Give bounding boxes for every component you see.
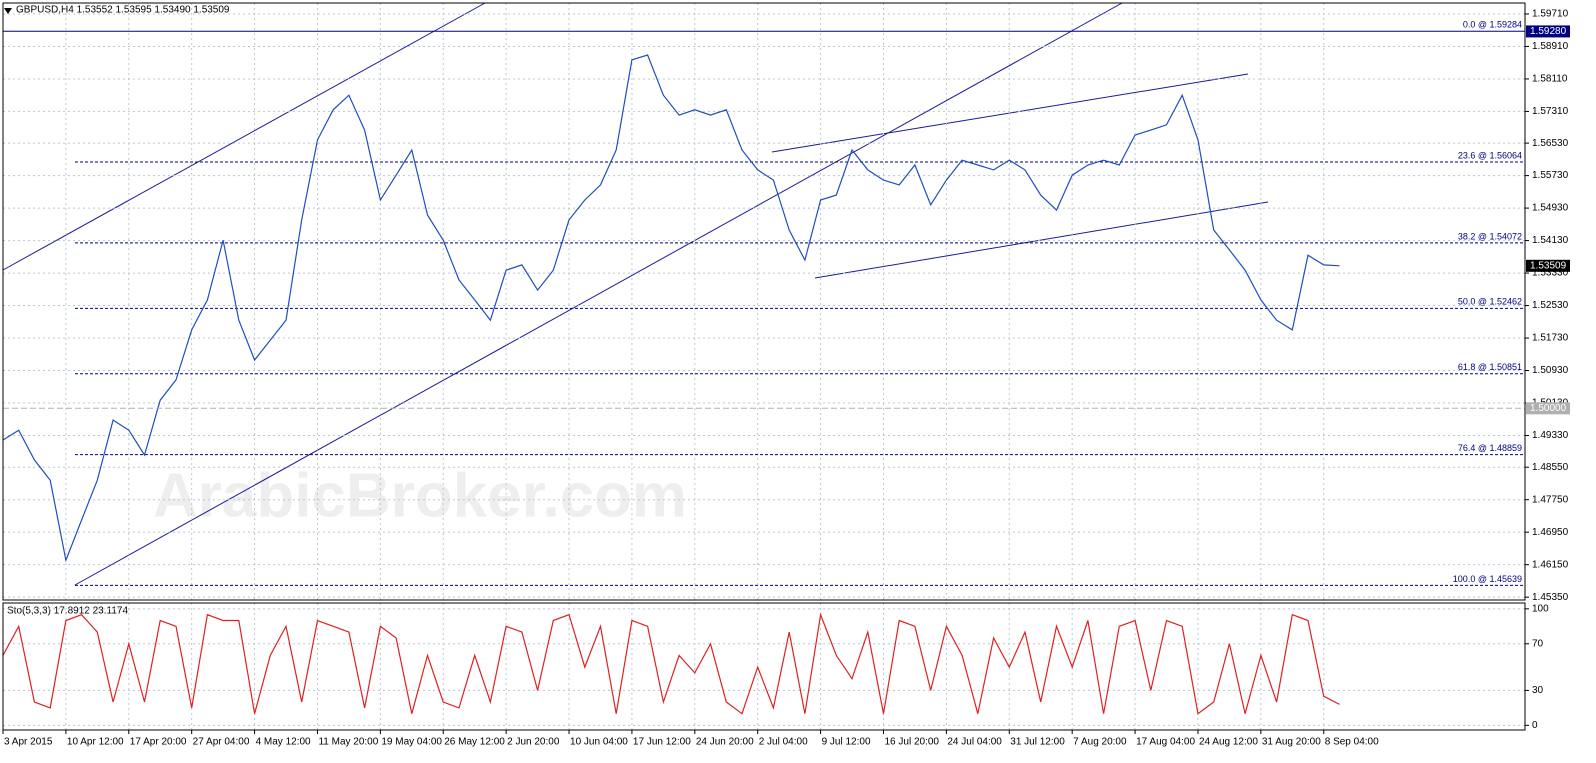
y-tick-label: 1.59710 [1532, 9, 1569, 20]
x-tick-label: 8 Sep 04:00 [1325, 737, 1379, 748]
y-tick-label: 1.55730 [1532, 170, 1569, 181]
trend-line [771, 73, 1249, 153]
x-tick-label: 10 Jun 04:00 [570, 737, 628, 748]
price-marker-label: 1.53509 [1530, 260, 1567, 271]
y-tick-label: 1.54130 [1532, 235, 1569, 246]
price-line [2, 612, 1340, 715]
x-tick-label: 4 May 12:00 [256, 737, 311, 748]
price-marker [1526, 259, 1570, 272]
y-tick-label: 1.48550 [1532, 462, 1569, 473]
x-tick-label: 31 Aug 20:00 [1262, 737, 1321, 748]
price-line [2, 54, 1340, 563]
x-tick-label: 19 May 04:00 [381, 737, 442, 748]
price-marker-label: 1.50000 [1530, 403, 1567, 414]
fib-label: 0.0 @ 1.59284 [1463, 20, 1522, 30]
chart-title: GBPUSD,H4 1.53552 1.53595 1.53490 1.5350… [16, 5, 230, 16]
y-tick-label: 1.51730 [1532, 333, 1569, 344]
trend-line [74, 2, 1123, 586]
x-tick-label: 9 Jul 12:00 [822, 737, 871, 748]
y-tick-label: 1.52530 [1532, 300, 1569, 311]
x-tick-label: 2 Jun 20:00 [507, 737, 560, 748]
x-tick-label: 17 Jun 12:00 [633, 737, 691, 748]
indicator-title: Sto(5,3,3) 17.8912 23.1174 [7, 606, 128, 617]
y-tick-label: 1.57310 [1532, 106, 1569, 117]
x-tick-label: 24 Aug 12:00 [1199, 737, 1258, 748]
y-tick-label: 1.50930 [1532, 365, 1569, 376]
watermark: ArabicBroker.com [153, 461, 687, 530]
menu-icon[interactable] [4, 8, 12, 14]
fib-label: 100.0 @ 1.45639 [1453, 574, 1522, 584]
y-tick-label: 1.58110 [1532, 74, 1568, 85]
y-tick-label: 100 [1532, 603, 1549, 614]
y-tick-label: 1.46950 [1532, 527, 1569, 538]
x-tick-label: 2 Jul 04:00 [759, 737, 808, 748]
x-tick-label: 10 Apr 12:00 [67, 737, 124, 748]
x-tick-label: 26 May 12:00 [444, 737, 505, 748]
x-tick-label: 17 Aug 04:00 [1136, 737, 1195, 748]
fib-label: 61.8 @ 1.50851 [1458, 362, 1522, 372]
trend-lines [2, 2, 1269, 586]
x-tick-label: 3 Apr 2015 [4, 737, 53, 748]
y-tick-label: 1.54930 [1532, 203, 1569, 214]
y-tick-label: 1.46150 [1532, 559, 1569, 570]
price-marker [1526, 25, 1570, 38]
x-tick-label: 24 Jul 04:00 [947, 737, 1002, 748]
y-tick-label: 1.56530 [1532, 138, 1569, 149]
y-tick-label: 1.53330 [1532, 268, 1569, 279]
x-tick-label: 16 Jul 20:00 [884, 737, 939, 748]
fib-label: 23.6 @ 1.56064 [1458, 150, 1522, 160]
y-tick-label: 1.45350 [1532, 592, 1569, 603]
y-tick-label: 0 [1532, 720, 1538, 731]
trend-line [2, 2, 486, 271]
x-tick-label: 7 Aug 20:00 [1073, 737, 1127, 748]
trend-line [814, 201, 1269, 279]
fib-label: 50.0 @ 1.52462 [1458, 297, 1522, 307]
y-tick-label: 1.58910 [1532, 41, 1569, 52]
price-marker-label: 1.59280 [1530, 26, 1567, 37]
y-tick-label: 30 [1532, 685, 1544, 696]
fib-label: 38.2 @ 1.54072 [1458, 231, 1522, 241]
indicator-border [2, 602, 1526, 731]
x-tick-label: 31 Jul 12:00 [1010, 737, 1065, 748]
x-tick-label: 27 Apr 04:00 [193, 737, 250, 748]
x-tick-label: 24 Jun 20:00 [696, 737, 754, 748]
y-tick-label: 70 [1532, 638, 1544, 649]
x-tick-label: 17 Apr 20:00 [130, 737, 187, 748]
y-tick-label: 1.49330 [1532, 430, 1569, 441]
y-tick-label: 1.47750 [1532, 494, 1569, 505]
x-tick-label: 11 May 20:00 [318, 737, 378, 748]
fib-label: 76.4 @ 1.48859 [1458, 443, 1522, 453]
plot-border [2, 2, 1526, 601]
price-marker [1526, 402, 1570, 415]
